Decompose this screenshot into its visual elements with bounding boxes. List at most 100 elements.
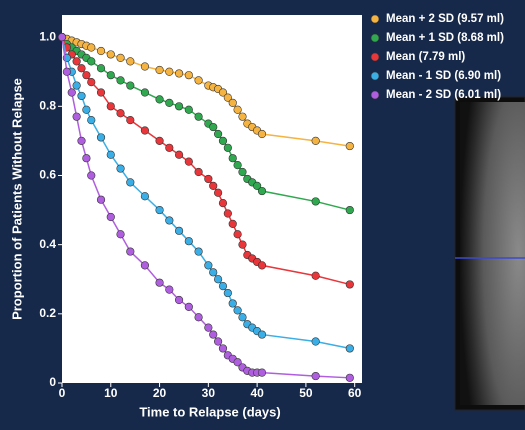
- data-point: [205, 324, 213, 332]
- x-tick-label: 0: [59, 386, 66, 400]
- data-point: [97, 89, 105, 97]
- data-point: [78, 64, 86, 72]
- data-point: [78, 137, 86, 145]
- data-point: [346, 345, 354, 353]
- data-point: [63, 68, 71, 76]
- data-point: [126, 116, 134, 124]
- data-point: [312, 137, 320, 145]
- legend-label: Mean + 1 SD (8.68 ml): [386, 32, 504, 44]
- y-axis-label: Proportion of Patients Without Relapse: [9, 78, 24, 320]
- data-point: [87, 78, 95, 86]
- data-point: [239, 241, 247, 249]
- data-point: [117, 77, 125, 85]
- data-point: [83, 106, 91, 114]
- data-point: [126, 248, 134, 256]
- data-point: [58, 33, 66, 41]
- data-point: [234, 307, 242, 315]
- data-point: [87, 172, 95, 180]
- data-point: [209, 182, 217, 190]
- legend-marker: [371, 15, 379, 23]
- data-point: [107, 103, 115, 111]
- data-point: [141, 192, 149, 200]
- data-point: [258, 130, 266, 138]
- data-point: [87, 116, 95, 124]
- mri-image: [455, 97, 525, 410]
- data-point: [175, 70, 183, 78]
- data-point: [346, 142, 354, 150]
- data-point: [126, 179, 134, 187]
- data-point: [166, 217, 174, 225]
- y-tick-label: 0: [49, 375, 56, 389]
- data-point: [229, 220, 237, 228]
- data-point: [156, 137, 164, 145]
- y-tick-label: 0.6: [39, 168, 56, 182]
- data-point: [258, 369, 266, 377]
- legend-marker: [371, 91, 379, 99]
- data-point: [195, 77, 203, 85]
- data-point: [312, 372, 320, 380]
- data-point: [224, 289, 232, 297]
- data-point: [239, 313, 247, 321]
- data-point: [78, 92, 86, 100]
- data-point: [258, 262, 266, 270]
- data-point: [126, 58, 134, 66]
- data-point: [219, 282, 227, 290]
- data-point: [107, 213, 115, 221]
- data-point: [87, 58, 95, 66]
- data-point: [346, 281, 354, 289]
- legend-label: Mean - 2 SD (6.01 ml): [386, 89, 501, 101]
- data-point: [117, 109, 125, 117]
- data-point: [97, 134, 105, 142]
- data-point: [258, 187, 266, 195]
- data-point: [205, 175, 213, 183]
- data-point: [73, 58, 81, 66]
- data-point: [166, 144, 174, 152]
- data-point: [97, 64, 105, 72]
- data-point: [195, 113, 203, 121]
- data-point: [214, 189, 222, 197]
- data-point: [205, 262, 213, 270]
- data-point: [214, 275, 222, 283]
- data-point: [166, 68, 174, 76]
- legend-label: Mean (7.79 ml): [386, 51, 465, 63]
- data-point: [107, 151, 115, 159]
- data-point: [73, 113, 81, 121]
- data-point: [185, 71, 193, 79]
- data-point: [229, 154, 237, 162]
- legend-marker: [371, 72, 379, 80]
- data-point: [195, 168, 203, 176]
- chart: Time to Relapse (days) Proportion of Pat…: [0, 0, 525, 425]
- data-point: [185, 106, 193, 114]
- legend-label: Mean - 1 SD (6.90 ml): [386, 70, 501, 82]
- data-point: [175, 227, 183, 235]
- data-point: [209, 331, 217, 339]
- data-point: [195, 313, 203, 321]
- data-point: [224, 210, 232, 218]
- data-point: [97, 196, 105, 204]
- data-point: [83, 71, 91, 79]
- x-tick-label: 20: [153, 386, 167, 400]
- legend-label: Mean + 2 SD (9.57 ml): [386, 13, 504, 25]
- data-point: [166, 286, 174, 294]
- data-point: [141, 127, 149, 135]
- data-point: [312, 198, 320, 206]
- mri-scan: [460, 102, 525, 405]
- data-point: [312, 272, 320, 280]
- data-point: [141, 89, 149, 97]
- data-point: [239, 168, 247, 176]
- data-point: [209, 123, 217, 131]
- data-point: [234, 161, 242, 169]
- data-point: [185, 303, 193, 311]
- data-point: [117, 165, 125, 173]
- data-point: [141, 63, 149, 71]
- data-point: [175, 103, 183, 111]
- data-point: [239, 113, 247, 121]
- legend-marker: [371, 34, 379, 42]
- data-point: [219, 345, 227, 353]
- data-point: [107, 71, 115, 79]
- data-point: [195, 248, 203, 256]
- data-point: [229, 99, 237, 107]
- data-point: [156, 66, 164, 74]
- x-tick-label: 60: [348, 386, 362, 400]
- data-point: [156, 206, 164, 214]
